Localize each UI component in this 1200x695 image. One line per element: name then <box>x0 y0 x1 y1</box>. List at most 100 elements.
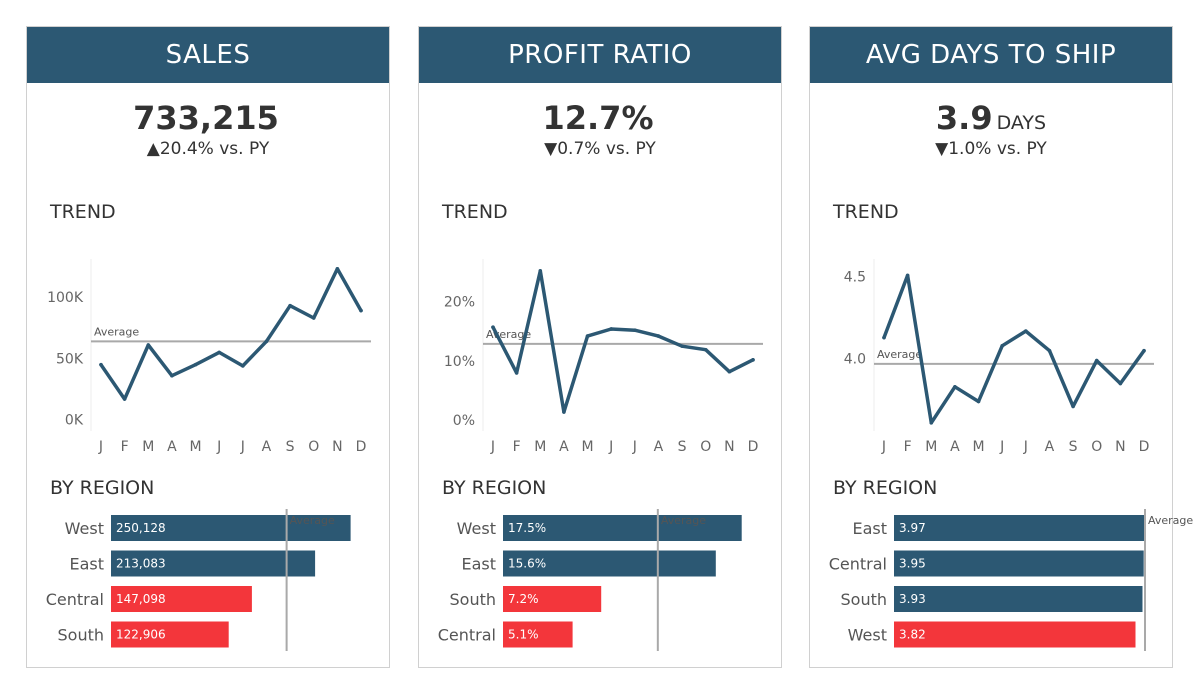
change-arrow-icon: ▼ <box>935 139 949 159</box>
bar-value-label: 3.97 <box>899 521 926 535</box>
trend-line <box>99 267 363 401</box>
region-bar <box>503 515 742 541</box>
trend-point <box>929 421 934 425</box>
region-bar <box>503 550 716 577</box>
region-label: South <box>841 590 888 609</box>
trend-point <box>1000 344 1004 348</box>
bar-value-label: 3.93 <box>899 592 926 606</box>
x-tick-label: A <box>1045 439 1055 455</box>
region-bar <box>894 621 1136 648</box>
days-region-chart: East 3.97 Central 3.95 South 3.93 West 3.82 Aver… <box>829 509 1193 651</box>
trend-point <box>514 371 519 375</box>
x-tick-label: J <box>1023 439 1028 455</box>
sales-region-chart: West 250,128 East 213,083 Central 147,098 Sout… <box>46 509 351 651</box>
trend-point <box>680 344 684 348</box>
y-tick-label: 20% <box>444 295 475 311</box>
region-label: East <box>69 555 104 574</box>
trend-point <box>703 347 708 352</box>
x-tick-label: D <box>1139 439 1150 455</box>
region-label: South <box>58 626 105 645</box>
trend-point <box>146 343 151 347</box>
region-bar <box>894 550 1144 577</box>
trend-point <box>193 362 198 367</box>
x-tick-label: S <box>286 439 295 455</box>
x-tick-label: M <box>925 439 937 455</box>
region-label: South <box>450 590 497 609</box>
x-tick-label: A <box>559 439 569 455</box>
trend-point <box>585 334 590 338</box>
x-tick-label: A <box>167 439 177 455</box>
trend-point <box>1024 329 1028 333</box>
trend-point <box>359 308 363 313</box>
x-tick-label: N <box>1115 439 1125 455</box>
x-tick-label: M <box>972 439 984 455</box>
kpi-value: 12.7% <box>542 99 654 137</box>
x-tick-label: M <box>189 439 201 455</box>
trend-title: TREND <box>442 201 508 223</box>
trend-title: TREND <box>50 201 116 223</box>
change-arrow-icon: ▲ <box>146 139 160 159</box>
bar-value-label: 17.5% <box>508 521 546 535</box>
trend-point <box>170 373 174 378</box>
x-tick-label: S <box>1069 439 1078 455</box>
region-label: West <box>65 519 104 538</box>
trend-point <box>727 369 732 374</box>
y-tick-label: 0% <box>453 413 475 429</box>
bar-value-label: 147,098 <box>116 592 166 606</box>
x-tick-label: A <box>654 439 664 455</box>
y-tick-label: 10% <box>444 354 475 370</box>
x-tick-label: F <box>904 439 912 455</box>
trend-point <box>1094 358 1099 363</box>
trend-point <box>751 358 755 362</box>
profit-region-chart: West 17.5% East 15.6% South 7.2% Central 5.1% Av… <box>438 509 742 651</box>
kpi-value: 733,215 <box>133 99 279 137</box>
trend-point <box>953 384 957 389</box>
x-tick-label: F <box>513 439 521 455</box>
x-tick-label: J <box>999 439 1004 455</box>
trend-point <box>905 273 910 278</box>
trend-point <box>976 399 981 404</box>
x-tick-label: J <box>216 439 221 455</box>
sales-card: SALES 733,215 ▲20.4% vs. PY TREND 0K 50K 1… <box>26 26 390 668</box>
trend-point <box>311 316 316 320</box>
trend-point <box>241 364 245 368</box>
trend-point <box>122 397 127 401</box>
average-label: Average <box>661 514 706 527</box>
region-label: Central <box>438 626 496 645</box>
trend-line <box>491 269 755 414</box>
region-label: West <box>848 626 887 645</box>
x-tick-label: D <box>356 439 367 455</box>
x-tick-label: S <box>678 439 687 455</box>
trend-point <box>882 335 886 340</box>
trend-point <box>609 327 613 331</box>
trend-line <box>882 273 1146 425</box>
x-tick-label: M <box>534 439 546 455</box>
kpi-change: ▼1.0% vs. PY <box>935 139 1047 159</box>
region-label: East <box>852 519 887 538</box>
x-tick-label: J <box>881 439 886 455</box>
trend-title: TREND <box>833 201 899 223</box>
x-tick-label: O <box>700 439 711 455</box>
region-label: West <box>457 519 496 538</box>
x-tick-label: J <box>608 439 613 455</box>
y-tick-label: 4.0 <box>844 351 866 367</box>
trend-point <box>656 334 661 338</box>
trend-point <box>335 267 340 271</box>
card-title: SALES <box>27 27 389 83</box>
region-bar <box>503 586 602 612</box>
bar-value-label: 5.1% <box>508 628 539 642</box>
change-arrow-icon: ▼ <box>544 139 558 159</box>
bar-value-label: 250,128 <box>116 521 166 535</box>
bar-value-label: 122,906 <box>116 628 166 642</box>
trend-point <box>288 303 292 308</box>
trend-point <box>1047 348 1052 353</box>
x-tick-label: N <box>724 439 734 455</box>
x-tick-label: J <box>240 439 245 455</box>
bar-value-label: 3.82 <box>899 628 926 642</box>
x-tick-label: M <box>581 439 593 455</box>
trend-point <box>99 362 103 367</box>
bar-value-label: 15.6% <box>508 557 546 571</box>
region-title: BY REGION <box>50 477 155 499</box>
